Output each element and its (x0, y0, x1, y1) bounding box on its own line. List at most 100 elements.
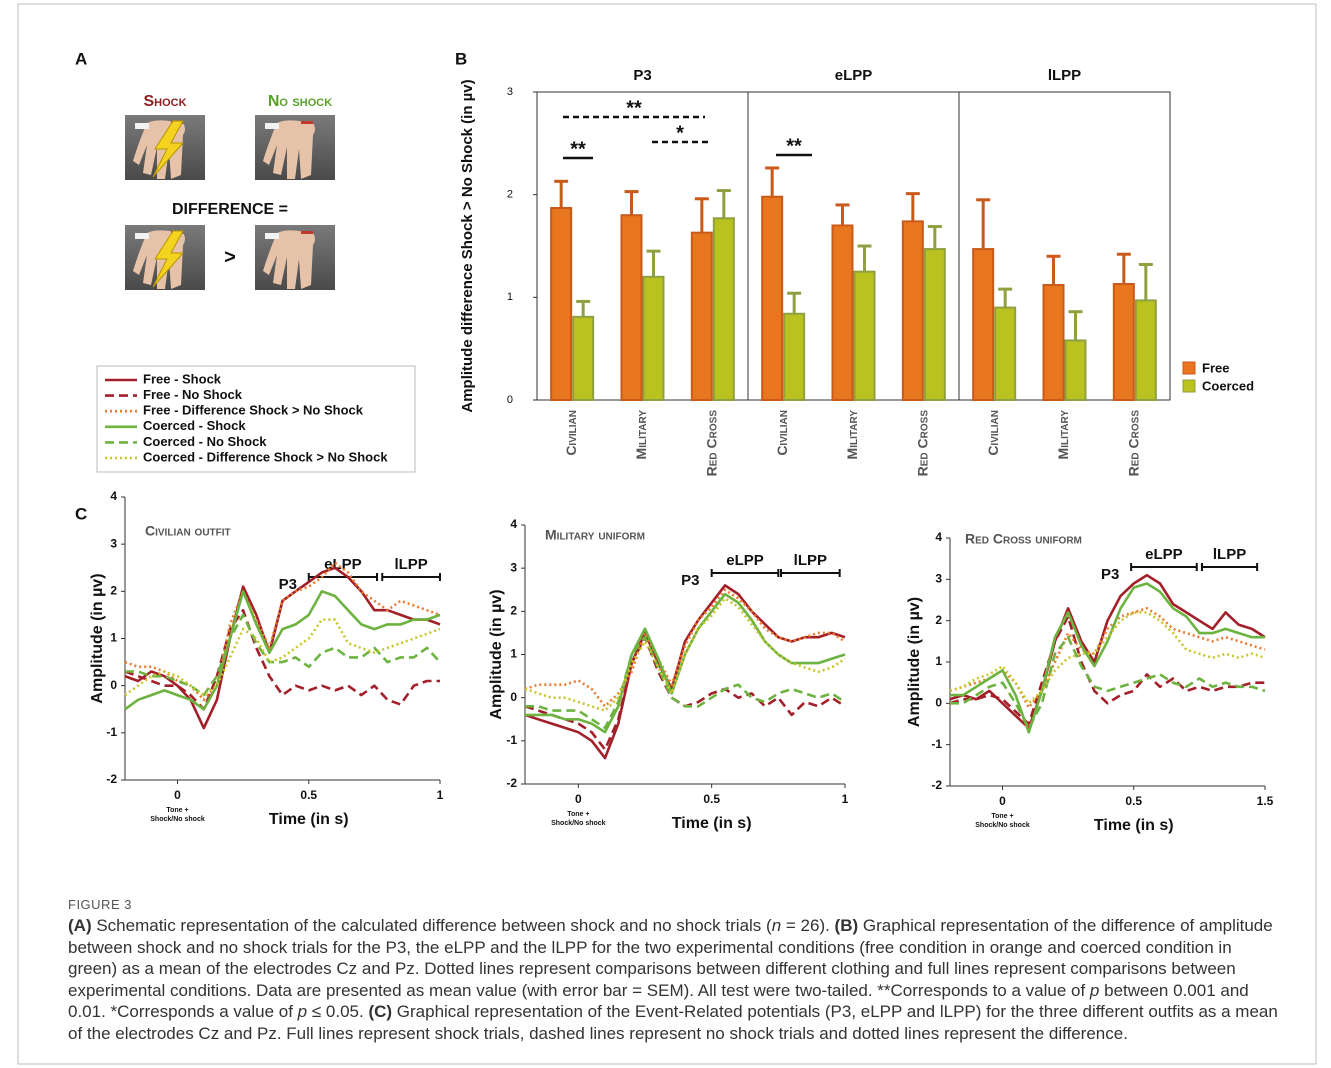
greater-sign: > (224, 246, 236, 268)
legend-label: Free - Difference Shock > No Shock (143, 403, 364, 418)
bar (784, 314, 804, 400)
window-label: lLPP (394, 556, 427, 573)
x-note: Shock/No shock (551, 820, 606, 827)
panel-label: A (75, 49, 87, 68)
window-label: lLPP (794, 552, 827, 569)
bar (573, 317, 593, 400)
y-tick-label: -1 (931, 737, 942, 751)
x-tick-label: Civilian (774, 410, 790, 456)
y-axis-label: Amplitude difference Shock > No Shock (i… (459, 79, 476, 412)
facet-title: P3 (633, 67, 651, 84)
bar (903, 221, 923, 400)
legend-swatch (1183, 380, 1195, 392)
y-tick-label: -2 (931, 778, 942, 792)
significance-label: ** (570, 138, 586, 160)
y-axis-label: Amplitude (in µv) (488, 589, 505, 719)
caption-part: p (1090, 981, 1099, 1000)
legend-label: Free - Shock (143, 371, 222, 386)
bar (692, 233, 712, 400)
figure: A B C Shock No shock DIFFERENCE = > P3eL… (0, 0, 1331, 1068)
figure-label: FIGURE 3 (68, 897, 132, 912)
window-label: eLPP (726, 552, 764, 569)
bar (644, 277, 664, 400)
x-note: Tone + (166, 807, 188, 814)
x-tick-label: Military (844, 410, 860, 460)
series-line (950, 584, 1265, 733)
x-tick-label: Military (633, 410, 649, 460)
y-tick-label: 4 (510, 517, 517, 531)
bar (995, 308, 1015, 400)
y-tick-label: 3 (935, 572, 942, 586)
bar (973, 249, 993, 400)
bar (1114, 284, 1134, 400)
caption-part: Schematic representation of the calculat… (92, 916, 772, 935)
series-line (125, 591, 440, 709)
bar (855, 272, 875, 400)
y-tick-label: -2 (106, 772, 117, 786)
x-tick-label: Civilian (563, 410, 579, 456)
legend-label: Coerced - Shock (143, 418, 246, 433)
x-axis-label: Time (in s) (269, 811, 349, 828)
y-tick-label: 0 (507, 394, 513, 406)
y-tick-label: -1 (506, 733, 517, 747)
y-tick-label: 3 (110, 536, 117, 550)
window-label: eLPP (1145, 546, 1183, 563)
x-tick-label: Red Cross (915, 410, 931, 477)
x-tick-label: 0 (575, 792, 582, 806)
x-note: Shock/No shock (975, 822, 1030, 829)
facet-title: eLPP (835, 67, 873, 84)
legend-label: Coerced - No Shock (143, 434, 267, 449)
y-tick-label: 4 (935, 530, 942, 544)
y-tick-label: 1 (510, 647, 517, 661)
bar (925, 249, 945, 400)
x-tick-label: 0 (174, 788, 181, 802)
bar (714, 218, 734, 400)
series-line (525, 585, 845, 758)
y-tick-label: -1 (106, 725, 117, 739)
x-tick-label: 1.5 (1257, 794, 1274, 808)
significance-label: ** (786, 135, 802, 157)
shock-label: Shock (143, 93, 186, 110)
x-tick-label: Military (1055, 410, 1071, 460)
chart-title: Civilian outfit (145, 523, 231, 539)
window-label: P3 (681, 572, 699, 589)
no-shock-image (255, 225, 335, 290)
x-tick-label: 0.5 (703, 792, 720, 806)
legend-label: Coerced - Difference Shock > No Shock (143, 449, 388, 464)
difference-label: DIFFERENCE = (172, 201, 288, 218)
window-label: lLPP (1213, 546, 1246, 563)
bar (762, 197, 782, 400)
bar (622, 215, 642, 400)
caption-part: p (298, 1002, 307, 1021)
y-tick-label: 0 (935, 696, 942, 710)
chart-title: Military uniform (545, 527, 645, 543)
caption-part: = 26). (781, 916, 834, 935)
y-axis-label: Amplitude (in µv) (906, 597, 923, 727)
caption: (A) Schematic representation of the calc… (68, 915, 1283, 1044)
x-axis-label: Time (in s) (1094, 817, 1174, 834)
x-tick-label: 1 (842, 792, 849, 806)
bar (1066, 340, 1086, 400)
y-axis-label: Amplitude (in µv) (89, 573, 106, 703)
legend-label: Free (1202, 360, 1229, 375)
y-tick-label: 2 (935, 613, 942, 627)
shock-image (125, 115, 205, 180)
series-line (525, 637, 845, 728)
x-note: Shock/No shock (150, 816, 205, 823)
x-tick-label: Red Cross (704, 410, 720, 477)
y-tick-label: 3 (507, 86, 513, 98)
y-tick-label: 4 (110, 489, 117, 503)
y-tick-label: 0 (510, 690, 517, 704)
no-shock-label: No shock (268, 93, 332, 110)
series-line (950, 637, 1265, 728)
series-line (525, 590, 845, 707)
bar (833, 225, 853, 400)
series-line (950, 575, 1265, 728)
x-tick-label: Red Cross (1126, 410, 1142, 477)
window-label: P3 (1101, 566, 1119, 583)
panel-label: C (75, 504, 87, 523)
significance-label: ** (626, 97, 642, 119)
y-tick-label: -2 (506, 776, 517, 790)
legend-label: Free - No Shock (143, 387, 243, 402)
shock-image (125, 225, 205, 290)
